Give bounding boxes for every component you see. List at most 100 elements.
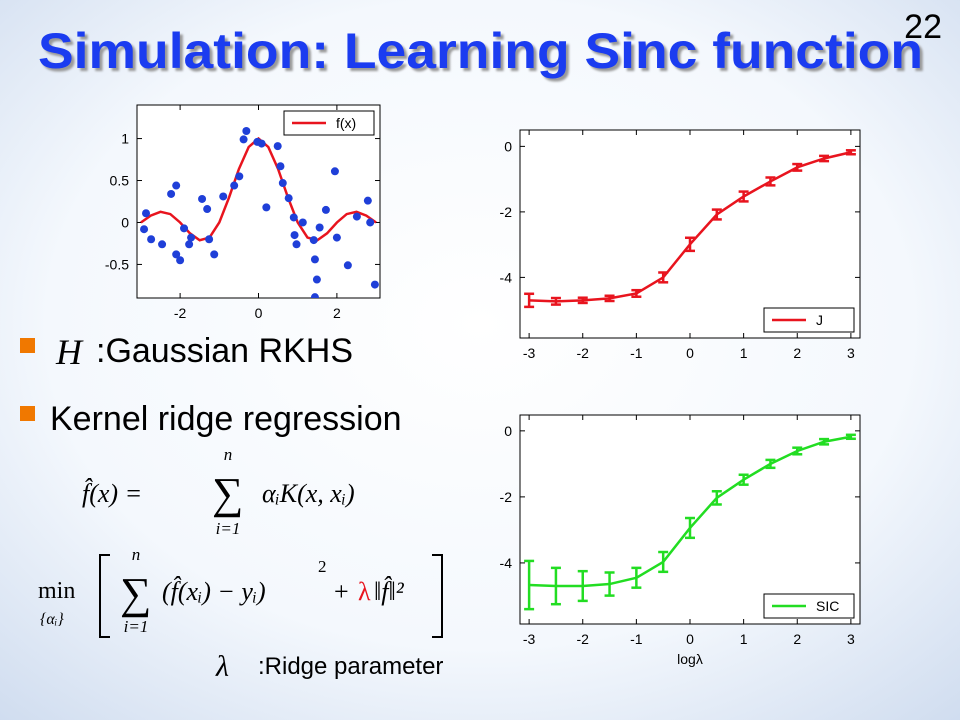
x-tick-label: 1 <box>740 345 748 361</box>
point <box>257 139 266 148</box>
line <box>529 435 852 588</box>
point <box>290 231 299 240</box>
formula-lambda: λ <box>358 577 371 606</box>
formula-text: i=1 <box>216 519 241 538</box>
point <box>210 250 219 259</box>
formula-text: (f̂(xᵢ) − yᵢ) <box>162 577 266 606</box>
point <box>276 162 285 171</box>
note-text: :Ridge parameter <box>258 653 443 680</box>
point <box>176 256 185 265</box>
point <box>310 255 319 264</box>
bullet <box>20 338 35 353</box>
x-tick-label: 3 <box>847 631 855 647</box>
y-tick-label: -2 <box>500 204 513 220</box>
y-tick-label: 1 <box>121 131 129 147</box>
point <box>198 194 207 203</box>
point <box>262 203 271 212</box>
point <box>330 167 339 176</box>
y-tick-label: 0 <box>121 214 129 230</box>
point <box>278 179 287 188</box>
point <box>235 172 244 181</box>
legend-box <box>763 307 855 333</box>
x-tick-label: -2 <box>174 305 187 321</box>
x-tick-label: 3 <box>847 345 855 361</box>
point <box>312 275 321 284</box>
point <box>219 192 228 201</box>
formula-text: 2 <box>318 557 327 576</box>
chart: -2 0 2 -0.5 0 0.5 1 f(x) <box>105 104 381 321</box>
formula-2: min {αᵢ} ∑ n i=1 (f̂(xᵢ) − yᵢ) 2 + λ ‖f̂… <box>38 545 443 638</box>
x-tick-label: 2 <box>333 305 341 321</box>
x-tick-label: -1 <box>630 345 643 361</box>
point <box>310 293 319 298</box>
x-axis-label: logλ <box>677 651 703 667</box>
chart: -3 -2 -1 0 1 2 3 -4 -2 0 logλ SIC <box>500 414 861 667</box>
y-tick-label: -4 <box>500 269 513 285</box>
point <box>292 240 301 249</box>
bullet-symbol: H <box>55 332 84 372</box>
x-tick-label: -1 <box>630 631 643 647</box>
x-tick-label: -2 <box>577 631 590 647</box>
bracket <box>99 554 110 638</box>
point <box>172 181 181 190</box>
point <box>158 240 167 249</box>
point <box>140 225 149 234</box>
point <box>284 194 293 203</box>
legend-label: f(x) <box>336 115 356 131</box>
y-tick-label: -2 <box>500 489 513 505</box>
point <box>315 223 324 232</box>
point <box>321 205 330 214</box>
y-tick-label: -0.5 <box>105 256 129 272</box>
x-tick-label: -2 <box>577 345 590 361</box>
plot-area <box>519 129 861 339</box>
x-tick-label: -3 <box>523 631 536 647</box>
point <box>180 224 189 233</box>
y-tick-label: -4 <box>500 555 513 571</box>
slide-title: Simulation: Learning Sinc function <box>38 23 923 79</box>
x-tick-label: 0 <box>686 345 694 361</box>
formula-text: ‖f̂‖² <box>374 577 405 606</box>
formula-text: αᵢK(x, xᵢ) <box>262 479 355 508</box>
point <box>172 250 181 259</box>
point <box>366 218 375 227</box>
legend-label: J <box>816 312 823 328</box>
point <box>298 218 307 227</box>
y-tick-label: 0 <box>504 138 512 154</box>
formula-text: i=1 <box>124 617 149 636</box>
point <box>167 189 176 198</box>
point <box>203 205 212 214</box>
bullet-text: Kernel ridge regression <box>50 400 402 438</box>
point <box>239 135 248 144</box>
formula-text: n <box>132 545 141 564</box>
point <box>242 127 251 136</box>
point <box>142 209 151 218</box>
point <box>230 181 239 190</box>
formula-1: f̂(x) = ∑ n i=1 αᵢK(x, xᵢ) <box>82 445 355 538</box>
formula-text: {αᵢ} <box>40 611 64 628</box>
x-tick-label: -3 <box>523 345 536 361</box>
x-tick-label: 0 <box>686 631 694 647</box>
formula-text: min <box>38 578 75 604</box>
bracket <box>432 554 443 638</box>
formula-text: ∑ <box>120 569 151 618</box>
x-tick-label: 0 <box>255 305 263 321</box>
chart: -3 -2 -1 0 1 2 3 -4 -2 0 J <box>500 129 861 361</box>
point <box>147 235 156 244</box>
legend-label: SIC <box>816 598 839 614</box>
point <box>273 142 282 151</box>
point <box>289 213 298 222</box>
line <box>529 151 852 303</box>
plot <box>524 149 856 309</box>
x-tick-label: 1 <box>740 631 748 647</box>
point <box>352 212 361 221</box>
point <box>370 280 379 289</box>
formula-text: ∑ <box>212 469 243 518</box>
point <box>309 236 318 245</box>
formula-text: f̂(x) = <box>82 479 142 508</box>
formula-text: n <box>224 445 233 464</box>
point <box>343 261 352 270</box>
x-tick-label: 2 <box>793 631 801 647</box>
x-tick-label: 2 <box>793 345 801 361</box>
bullet-text: :Gaussian RKHS <box>96 332 353 370</box>
